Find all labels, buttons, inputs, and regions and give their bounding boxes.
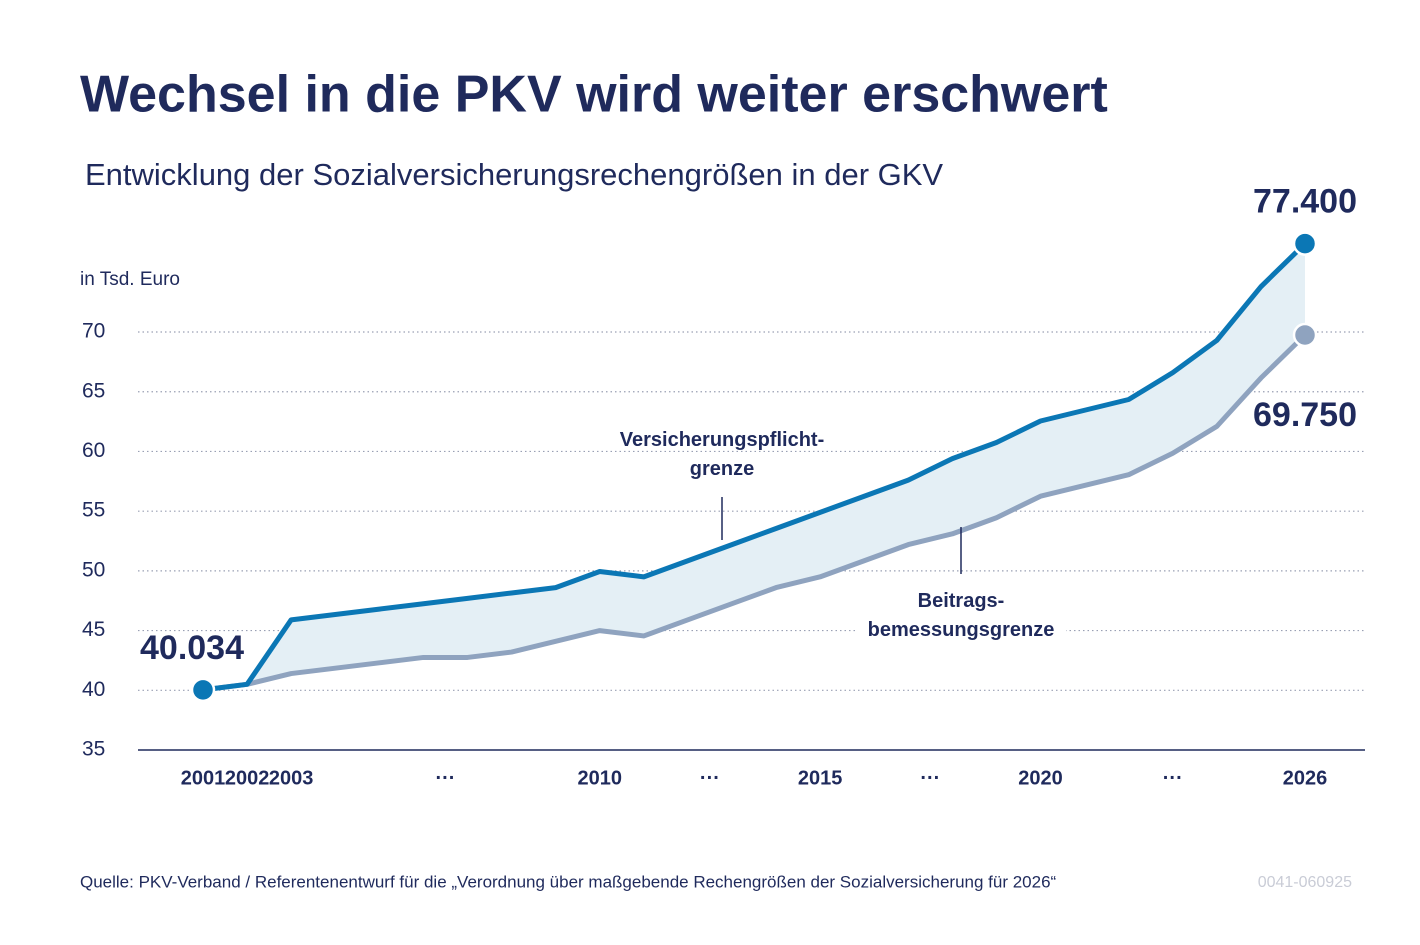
x-tick-label: 2002 [225,767,270,789]
x-tick-label: 2015 [798,767,843,789]
y-tick-label: 40 [82,678,105,701]
series-line [202,241,1307,693]
value-label: 69.750 [1253,396,1357,434]
y-axis-label: in Tsd. Euro [80,269,180,290]
point-marker [1292,231,1318,256]
series-label-line: grenze [690,458,754,480]
y-tick-label: 45 [82,618,105,641]
series-label-line: Versicherungspflicht- [620,429,825,451]
chart-subtitle: Entwicklung der Sozialversicherungsreche… [85,157,943,192]
x-tick-label: 2001 [181,767,226,789]
y-tick-label: 65 [82,379,105,402]
x-tick-label: 2003 [269,767,314,789]
x-gap-label: ··· [1163,767,1183,789]
y-tick-label: 35 [82,738,105,761]
x-gap-label: ··· [920,767,940,789]
x-tick-label: 2020 [1018,767,1063,789]
y-tick-label: 50 [82,558,105,581]
value-label: 40.034 [140,629,244,667]
x-gap-label: ··· [700,767,720,789]
annotation-background [856,586,1066,646]
chart-code: 0041-060925 [1258,874,1352,891]
series-line [202,333,1307,693]
x-tick-label: 2010 [577,767,622,789]
series-label: Versicherungspflicht-grenze [620,429,825,480]
value-label: 77.400 [1253,183,1357,221]
range-band [203,243,1305,690]
series-label-line: bemessungsgrenze [868,619,1055,641]
x-gap-label: ··· [435,767,455,789]
series-label: Beitrags-bemessungsgrenze [868,590,1055,641]
source: Quelle: PKV-Verband / Referentenentwurf … [80,872,1057,891]
series-label-line: Beitrags- [918,590,1005,612]
point-marker [1292,322,1318,348]
y-tick-label: 55 [82,499,105,522]
chart-title: Wechsel in die PKV wird weiter erschwert [80,66,1108,124]
y-tick-label: 70 [82,320,105,343]
point-marker [190,677,216,703]
x-tick-label: 2026 [1283,767,1328,789]
y-tick-label: 60 [82,439,105,462]
